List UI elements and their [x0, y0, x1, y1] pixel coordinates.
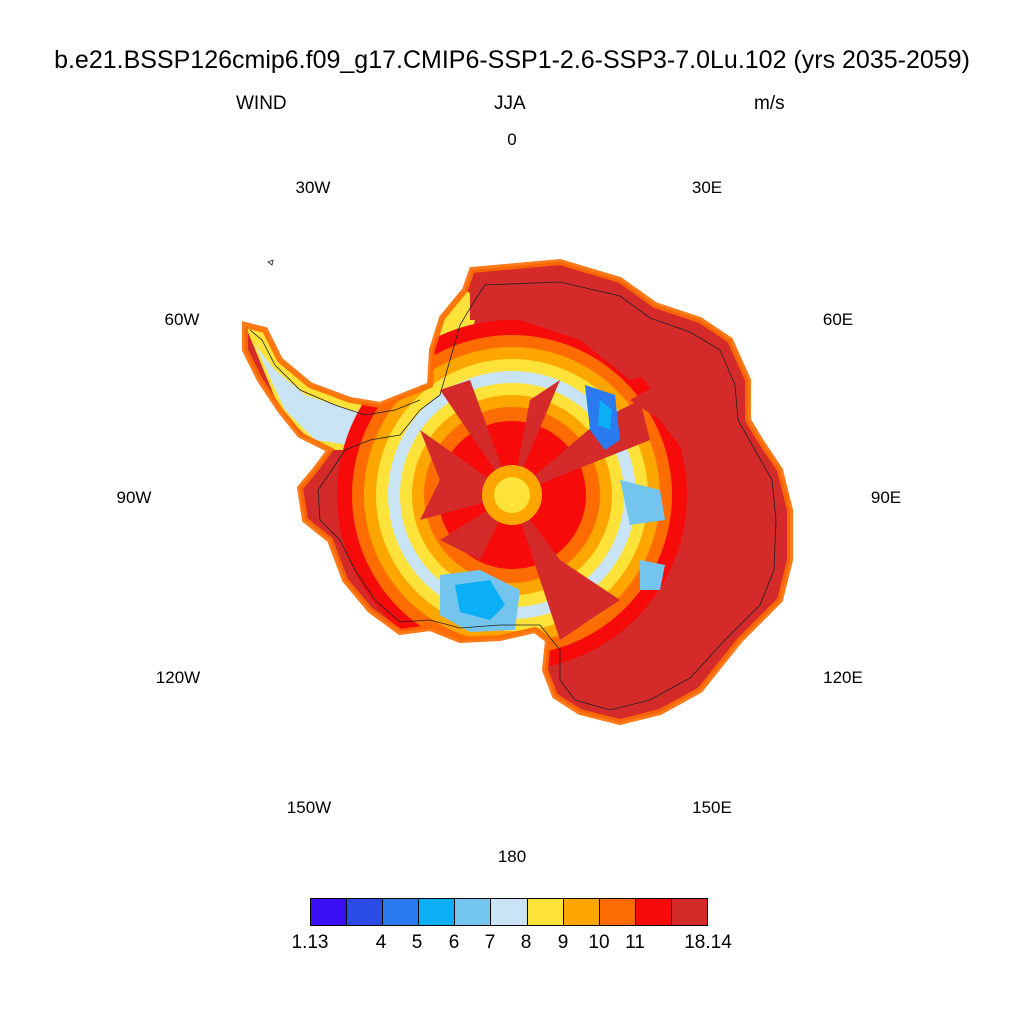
- units-label: m/s: [754, 93, 785, 114]
- lon-label-90e: 90E: [870, 488, 902, 507]
- colorbar-label: 6: [448, 932, 460, 953]
- colorbar-swatch: [527, 899, 564, 925]
- lon-label-30e: 30E: [691, 178, 723, 197]
- colorbar-swatch: [419, 899, 456, 925]
- colorbar-label: 8: [520, 932, 532, 953]
- colorbar-label: 1.13: [291, 932, 329, 953]
- lon-label-60w: 60W: [164, 310, 200, 329]
- colorbar-label: 5: [411, 932, 423, 953]
- season-label: JJA: [494, 93, 526, 114]
- lon-label-180: 180: [497, 847, 527, 866]
- variable-label: WIND: [236, 93, 287, 114]
- lon-label-120e: 120E: [823, 668, 863, 687]
- chart-title: b.e21.BSSP126cmip6.f09_g17.CMIP6-SSP1-2.…: [54, 46, 970, 74]
- colorbar-label: 11: [625, 932, 645, 953]
- colorbar-swatch: [347, 899, 384, 925]
- colorbar-swatch: [455, 899, 492, 925]
- colorbar-label: 4: [375, 932, 387, 953]
- colorbar-label: 10: [588, 932, 610, 953]
- colorbar-label: 7: [484, 932, 496, 953]
- colorbar-swatch: [635, 899, 672, 925]
- colorbar-swatch: [563, 899, 600, 925]
- colorbar-swatch: [311, 899, 348, 925]
- lon-label-0: 0: [507, 130, 517, 149]
- colorbar-label: 9: [557, 932, 569, 953]
- colorbar-swatch: [599, 899, 636, 925]
- colorbar-swatch: [383, 899, 420, 925]
- colorbar-label: 18.14: [684, 932, 732, 953]
- colorbar-swatch: [671, 899, 708, 925]
- lon-label-90w: 90W: [116, 488, 152, 507]
- lon-label-120w: 120W: [155, 668, 201, 687]
- colorbar-swatch: [491, 899, 528, 925]
- colorbar: [310, 898, 708, 926]
- lon-label-30w: 30W: [295, 178, 331, 197]
- lon-label-150e: 150E: [692, 798, 732, 817]
- lon-label-60e: 60E: [822, 310, 854, 329]
- lon-label-150w: 150W: [286, 798, 332, 817]
